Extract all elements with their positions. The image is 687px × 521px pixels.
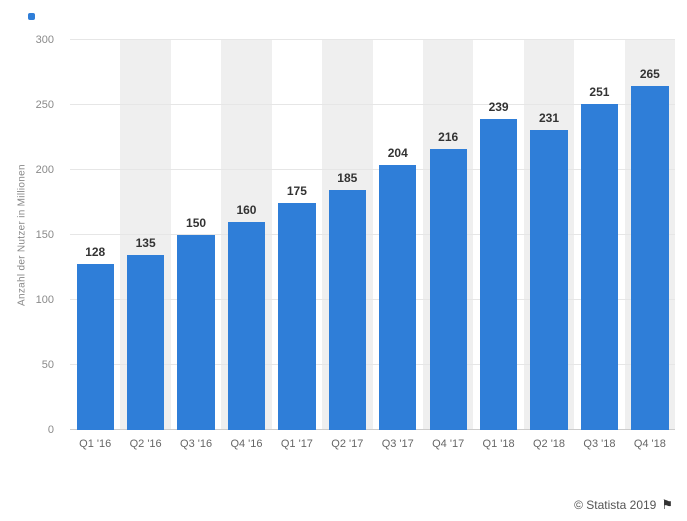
x-tick-label: Q3 '16	[180, 438, 213, 450]
statista-flag-icon: ⚑	[661, 497, 673, 512]
gridline	[70, 364, 675, 366]
gridline	[70, 429, 675, 430]
bar-value-label: 216	[438, 130, 459, 145]
x-tick-label: Q2 '17	[331, 438, 364, 450]
bar	[177, 235, 215, 430]
y-tick-label: 250	[35, 99, 54, 111]
gridline	[70, 234, 675, 235]
bar	[76, 263, 114, 430]
copyright-note: © Statista 2019 ⚑	[574, 497, 673, 513]
bar-value-label: 231	[538, 110, 560, 125]
x-tick-label: Q1 '16	[79, 438, 112, 450]
bar-group: 231	[524, 40, 574, 430]
gridline	[70, 39, 675, 40]
y-tick-label: 50	[41, 359, 54, 372]
bar	[429, 149, 467, 430]
y-tick-label: 100	[35, 294, 54, 307]
bar	[328, 189, 366, 430]
bar	[278, 202, 316, 430]
x-tick-label: Q1 '17	[280, 438, 313, 450]
x-tick-label: Q2 '18	[532, 438, 566, 450]
x-tick-label: Q2 '16	[129, 438, 162, 450]
y-tick-label: 300	[35, 34, 54, 46]
bar	[580, 103, 619, 430]
y-tick-label: 150	[35, 229, 54, 241]
x-tick-label: Q3 '17	[381, 438, 414, 450]
x-tick-label: Q3 '18	[583, 438, 616, 450]
gridline	[70, 169, 675, 171]
bar-group: 150	[171, 40, 221, 430]
x-tick-label: Q4 '16	[230, 438, 263, 450]
bar-group: 204	[373, 40, 423, 430]
bar	[126, 254, 165, 430]
bar-group: 251	[574, 40, 624, 430]
bar-value-label: 175	[286, 183, 307, 198]
x-axis: Q1 '16 Q2 '16 Q3 '16 Q4 '16 Q1 '17 Q2 '17 Q3 '…	[70, 438, 675, 460]
y-axis: 0 50 100 150 200 250 300	[0, 34, 62, 436]
bar-group: 216	[423, 40, 473, 430]
gridline	[70, 299, 675, 301]
bar-value-label: 251	[589, 84, 610, 99]
x-tick-label: Q1 '18	[482, 438, 515, 450]
bar-group: 160	[221, 40, 271, 430]
plot-area: 128 135 150 160 175 185 204 216 239 231 251 265	[70, 39, 676, 430]
y-tick-label: 200	[35, 164, 54, 177]
copyright-text: © Statista 2019	[574, 498, 657, 512]
bar-value-label: 204	[387, 145, 408, 160]
bar-value-label: 150	[186, 216, 207, 230]
bar	[530, 129, 568, 430]
bar-group: 265	[625, 40, 675, 430]
bar-value-label: 160	[236, 203, 257, 217]
bar-group: 185	[322, 40, 372, 430]
bar	[479, 119, 518, 430]
bar-group: 239	[473, 40, 523, 430]
bar-value-label: 239	[488, 100, 509, 115]
bar	[631, 85, 669, 430]
x-tick-label: Q4 '17	[432, 438, 465, 450]
y-tick-label: 0	[47, 424, 54, 436]
bar-group: 128	[70, 40, 120, 430]
bar-value-label: 185	[337, 170, 358, 185]
grid-layer	[70, 39, 675, 430]
bar	[227, 222, 266, 430]
logo-dot	[28, 13, 35, 20]
gridline	[70, 104, 675, 105]
bars-layer: 128 135 150 160 175 185 204 216 239 231 251 265	[70, 40, 675, 430]
bar-value-label: 265	[639, 66, 660, 81]
bar-value-label: 135	[135, 235, 156, 250]
bar-group: 135	[120, 40, 170, 430]
bar-value-label: 128	[85, 244, 106, 259]
x-tick-label: Q4 '18	[633, 438, 666, 450]
bar	[379, 164, 417, 430]
bar-group: 175	[272, 40, 322, 430]
